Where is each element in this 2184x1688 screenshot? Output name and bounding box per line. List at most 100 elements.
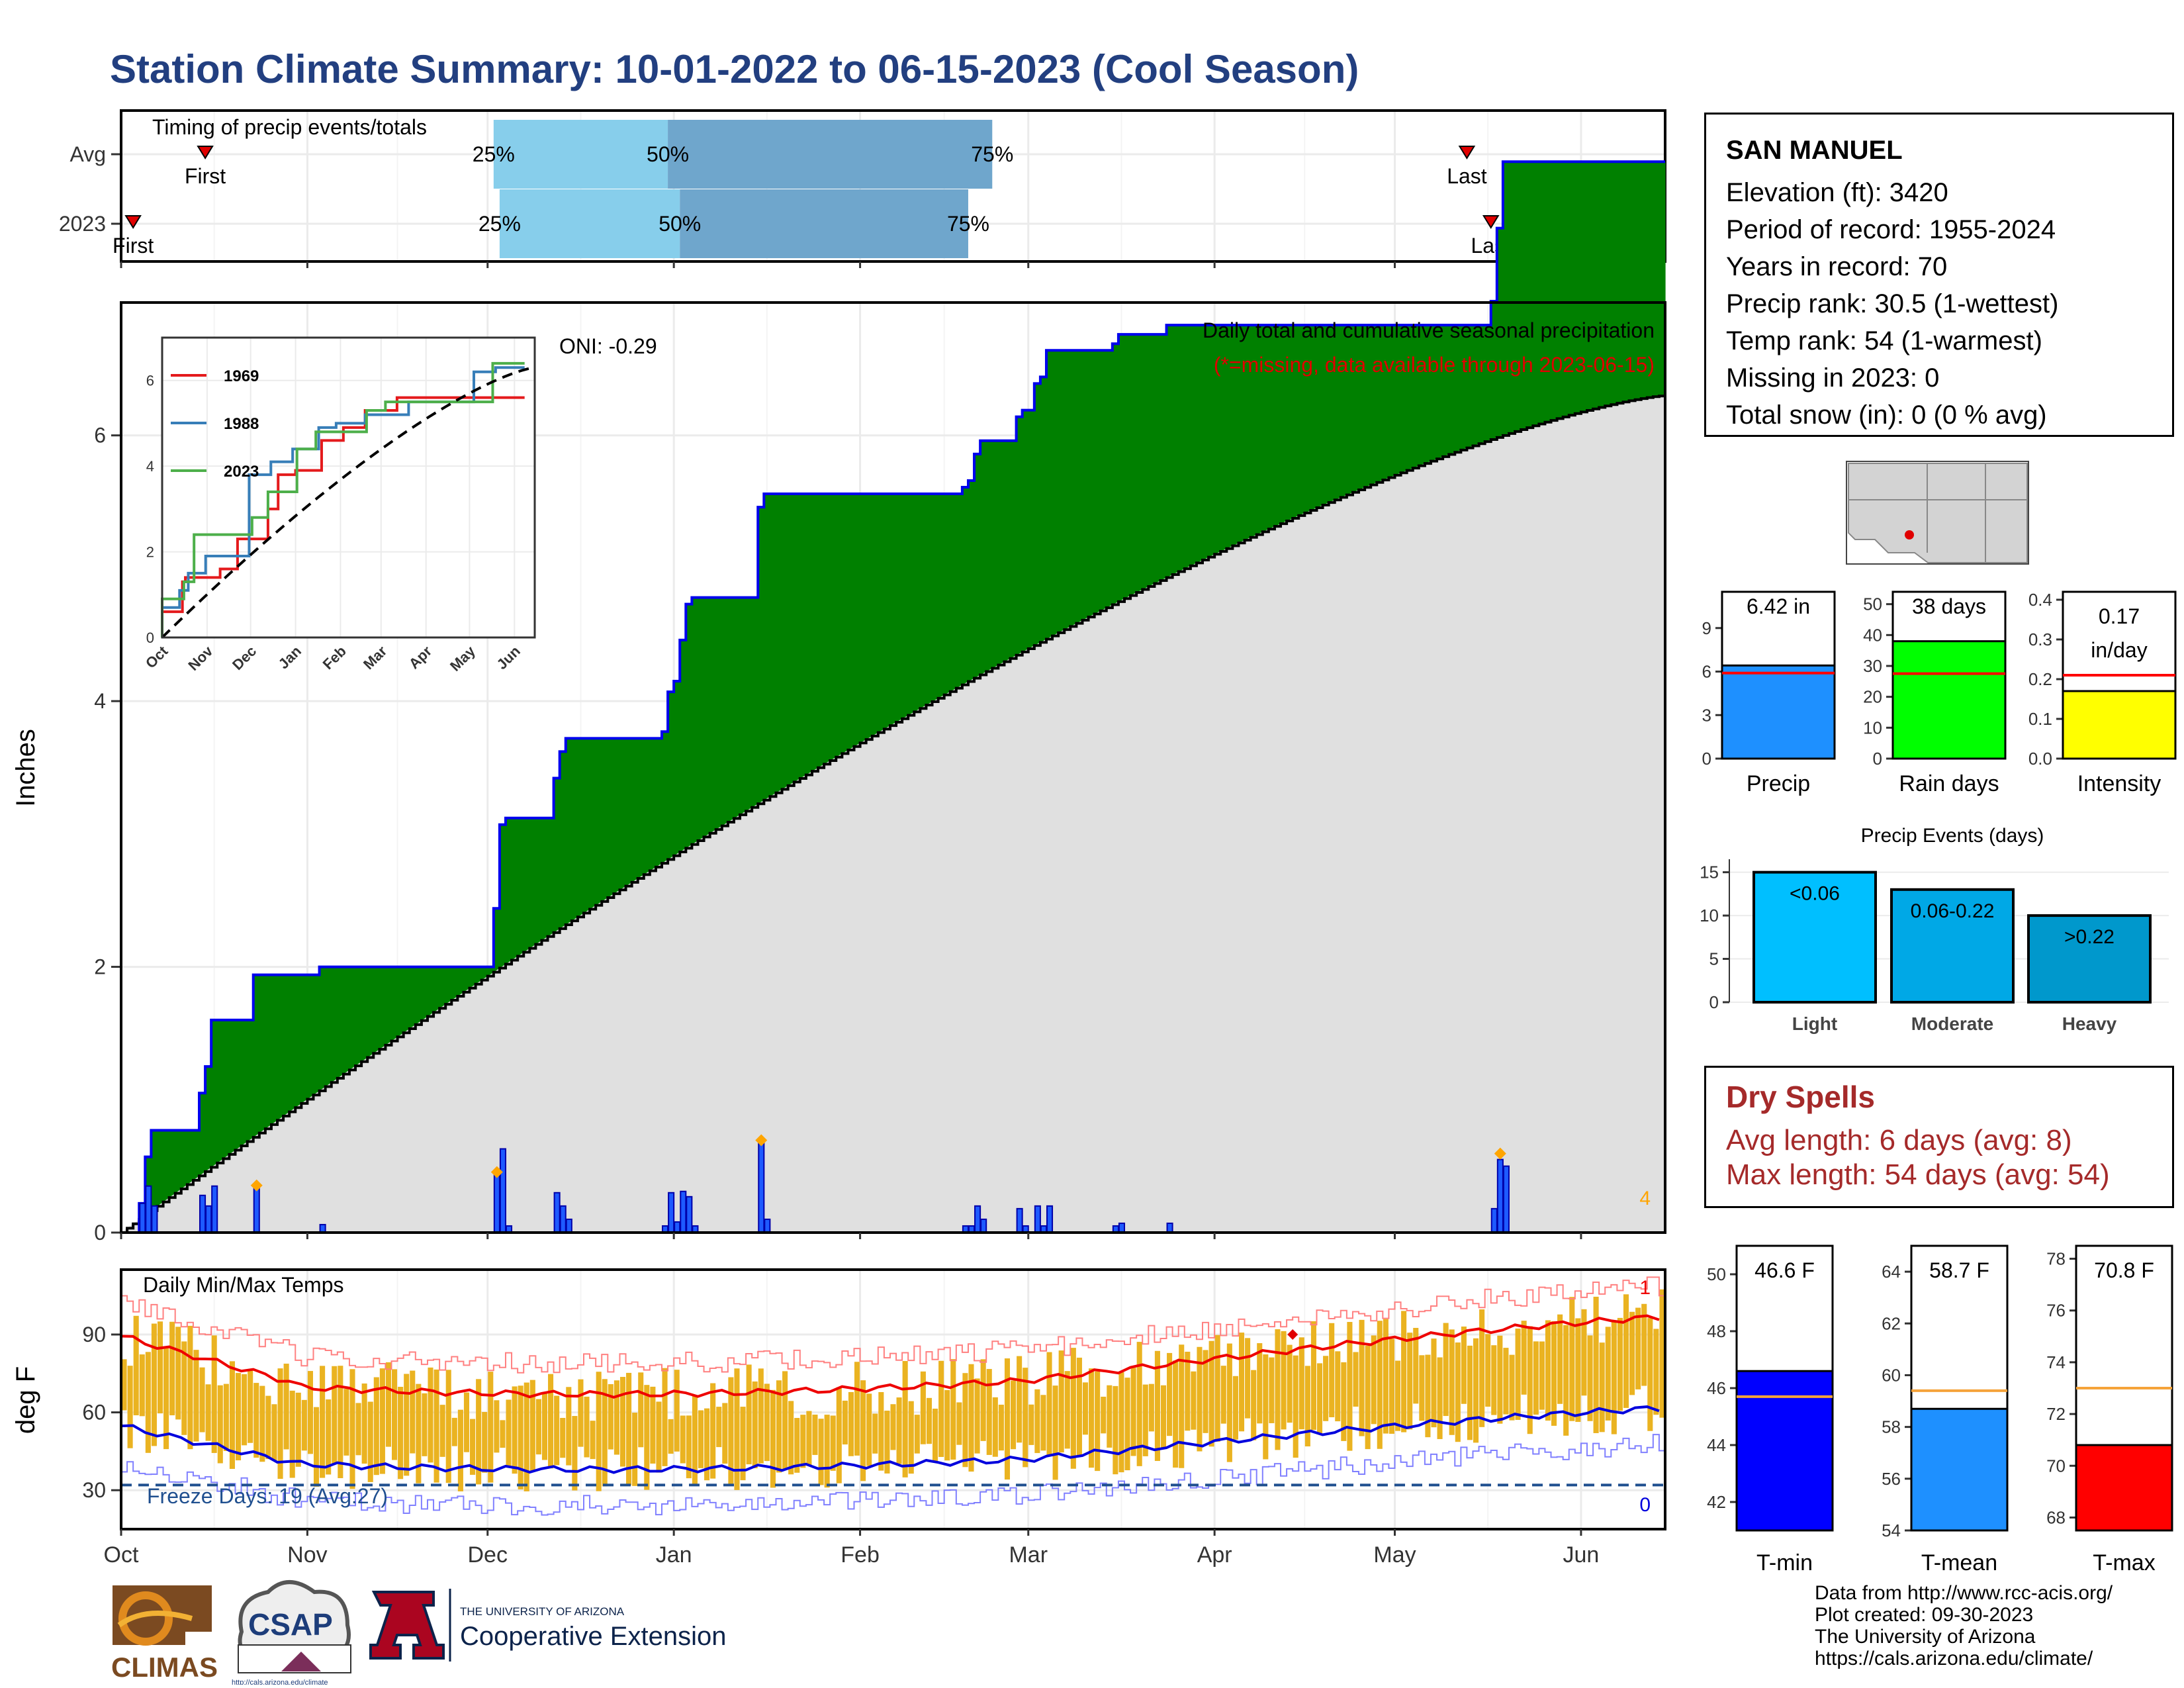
daily-temp-bar: [1575, 1318, 1581, 1423]
observed-cumulative-line: [121, 160, 1665, 1234]
daily-temp-bar: [523, 1382, 529, 1491]
precip-anomaly-fill: [920, 494, 927, 709]
station-info-box: SAN MANUEL Elevation (ft): 3420 Period o…: [1704, 113, 2174, 437]
y-tick-label: 0.0: [2028, 749, 2052, 769]
daily-temp-bar: [788, 1401, 794, 1475]
precip-anomaly-fill: [914, 494, 921, 712]
daily-temp-bar: [752, 1381, 758, 1469]
precip-anomaly-fill: [1076, 350, 1083, 624]
inset-x-tick-label: Oct: [142, 642, 171, 671]
precip-anomaly-fill: [518, 818, 524, 957]
y-tick-label: 60: [1882, 1365, 1901, 1385]
y-tick-label: 56: [1882, 1469, 1901, 1489]
daily-temp-bar: [1647, 1318, 1653, 1431]
daily-temp-bar: [554, 1395, 560, 1466]
precip-anomaly-fill: [181, 1130, 188, 1190]
daily-temp-bar: [740, 1407, 746, 1481]
station-line: Missing in 2023: 0: [1726, 363, 1940, 393]
daily-temp-bar: [848, 1391, 854, 1456]
precip-anomaly-fill: [512, 818, 518, 961]
daily-temp-bar: [818, 1419, 824, 1485]
daily-temp-bar: [872, 1413, 878, 1454]
y-tick-label: 70: [2046, 1456, 2066, 1476]
precip-anomaly-fill: [355, 966, 362, 1066]
daily-temp-bar: [1353, 1352, 1359, 1407]
daily-temp-bar: [710, 1383, 716, 1479]
daily-temp-bar: [968, 1364, 974, 1472]
precip-anomaly-fill: [1232, 325, 1240, 546]
precip-anomaly-fill: [878, 494, 885, 733]
precip-anomaly-fill: [1340, 325, 1347, 498]
y-axis-title: Inches: [11, 729, 40, 807]
x-tick-label: Feb: [841, 1542, 880, 1568]
daily-temp-bar: [1515, 1329, 1521, 1421]
credit-line: Plot created: 09-30-2023: [1815, 1604, 2034, 1626]
daily-temp-bar: [1425, 1354, 1431, 1438]
daily-temp-bar: [404, 1374, 410, 1476]
daily-temp-bar: [1653, 1329, 1659, 1415]
bar-axis-label: Intensity: [2077, 771, 2161, 796]
daily-temp-bar: [373, 1377, 379, 1476]
daily-temp-bar: [1214, 1335, 1220, 1442]
timing-p75-label: 75%: [947, 212, 989, 236]
ua-small-text: THE UNIVERSITY OF ARIZONA: [460, 1605, 625, 1618]
ua-logo: THE UNIVERSITY OF ARIZONA Cooperative Ex…: [369, 1589, 726, 1662]
timing-bar-25-50: [493, 120, 668, 189]
map-region: [1848, 463, 2028, 563]
precip-anomaly-fill: [1070, 350, 1077, 627]
y-tick-label: 46: [1707, 1378, 1726, 1398]
timing-panel: Timing of precip events/totals Avg 25% 50% 7…: [59, 109, 1666, 268]
daily-temp-bar: [668, 1419, 674, 1454]
inset-frame: [161, 336, 536, 639]
record-low-count: 0: [1639, 1494, 1651, 1516]
daily-temp-bar: [1641, 1303, 1647, 1386]
daily-temp-bar: [500, 1420, 506, 1448]
daily-temp-bar: [782, 1371, 788, 1470]
precip-anomaly-fill: [1617, 162, 1624, 404]
precip-anomaly-fill: [1088, 350, 1095, 618]
precip-anomaly-fill: [487, 966, 494, 976]
precip-anomaly-fill: [295, 974, 302, 1108]
y-tick-label: 0: [1709, 992, 1719, 1012]
daily-temp-bar: [1142, 1384, 1148, 1456]
daily-temp-bar: [1263, 1354, 1269, 1460]
daily-temp-bar: [295, 1392, 301, 1467]
daily-precip-bar: [145, 1185, 152, 1233]
y-tick-label: 50: [1707, 1264, 1726, 1284]
precip-caption-missing: (*=missing, data available through 2023-…: [1214, 353, 1655, 377]
precip-anomaly-fill: [1022, 410, 1029, 652]
daily-temp-bar: [602, 1379, 608, 1487]
event-bar-moderate: [1890, 888, 2015, 1004]
precip-anomaly-fill: [848, 494, 855, 751]
daily-temp-bar: [1431, 1338, 1437, 1428]
precip-anomaly-fill: [247, 1019, 254, 1142]
daily-temp-bar: [1347, 1322, 1353, 1451]
precip-anomaly-fill: [1208, 325, 1215, 557]
precip-anomaly-fill: [433, 966, 440, 1013]
daily-temp-bar: [1503, 1348, 1509, 1415]
daily-temp-bar: [1179, 1344, 1185, 1468]
daily-temp-bar: [1298, 1337, 1304, 1430]
precip-anomaly-fill: [889, 494, 897, 726]
station-line: Precip rank: 30.5 (1-wettest): [1726, 289, 2059, 318]
y-tick-label: 5: [1709, 949, 1719, 969]
daily-temp-bar: [1167, 1352, 1173, 1436]
daily-temp-bar: [163, 1346, 169, 1450]
daily-temp-bar: [535, 1399, 541, 1455]
credit-line: Data from http://www.rcc-acis.org/: [1815, 1582, 2113, 1604]
daily-temp-bar: [722, 1403, 728, 1464]
daily-temp-bar: [794, 1418, 800, 1473]
precip-anomaly-fill: [776, 494, 783, 793]
temp-title: Daily Min/Max Temps: [143, 1273, 343, 1297]
daily-temp-bar: [235, 1373, 242, 1461]
precip-anomaly-fill: [1203, 325, 1209, 560]
daily-temp-bar: [1365, 1345, 1371, 1450]
daily-temp-bar: [205, 1384, 211, 1441]
precip-anomaly-fill: [974, 453, 981, 679]
daily-temp-bar: [463, 1392, 470, 1452]
inset-x-tick-label: Feb: [320, 643, 349, 673]
precip-anomaly-fill: [1142, 334, 1149, 590]
precip-anomaly-fill: [1256, 325, 1263, 535]
daily-temp-bar: [1635, 1307, 1641, 1389]
precip-anomaly-fill: [824, 494, 831, 765]
